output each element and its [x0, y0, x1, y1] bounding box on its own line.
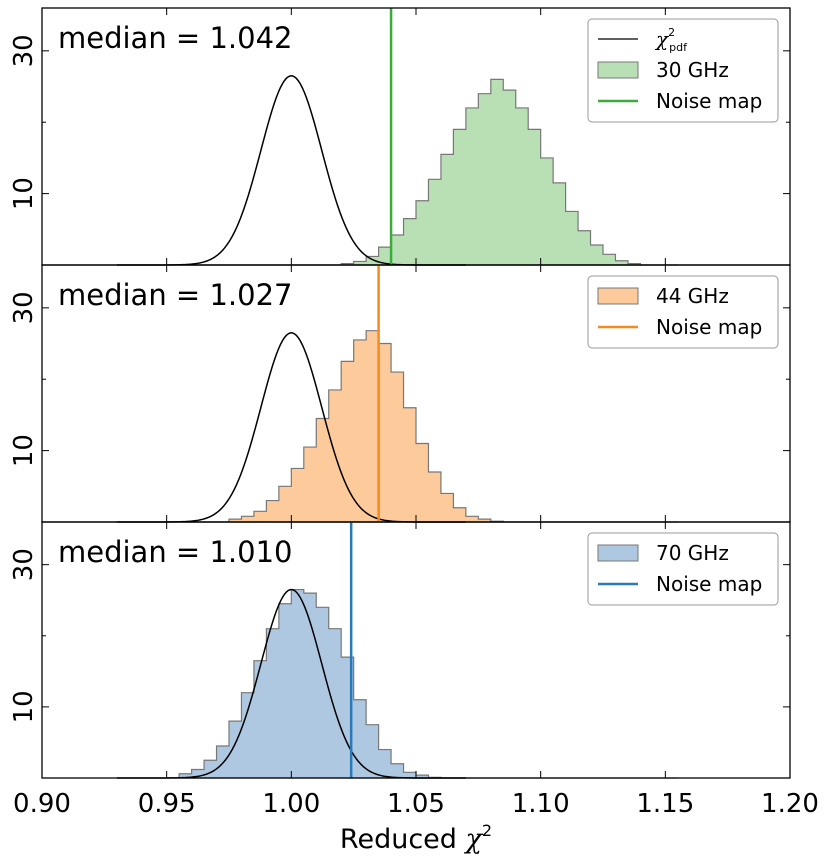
histogram-bars — [178, 588, 678, 779]
median-annotation: median = 1.042 — [58, 21, 292, 55]
legend-hist-swatch — [597, 287, 639, 305]
y-tick-label: 30 — [9, 291, 39, 324]
legend-hist-swatch — [597, 544, 639, 562]
panel-2: 10 30 median = 1.027 44 GHz Noise map — [9, 264, 791, 523]
legend-hist-label: 70 GHz — [656, 541, 729, 565]
legend-chi2-label: χ2 pdf — [654, 26, 688, 54]
median-annotation: median = 1.010 — [58, 535, 292, 569]
panel-1: 10 30 median = 1.042 χ2 pdf 30 GHz Noise map — [9, 7, 791, 266]
y-tick-label: 30 — [9, 548, 39, 581]
legend-hist-label: 30 GHz — [656, 58, 729, 82]
legend-noise-label: Noise map — [656, 572, 762, 596]
x-tick-label: 1.15 — [636, 789, 694, 819]
legend-noise-label: Noise map — [656, 315, 762, 339]
legend-noise-label: Noise map — [656, 89, 762, 113]
legend: 70 GHz Noise map — [587, 532, 779, 606]
y-tick-label: 30 — [9, 34, 39, 67]
x-tick-label: 1.10 — [512, 789, 570, 819]
legend-box — [587, 18, 779, 123]
panel-3: 10 30 median = 1.010 70 GHz Noise map — [9, 521, 791, 779]
histogram-bars — [179, 330, 678, 523]
median-annotation: median = 1.027 — [58, 278, 292, 312]
legend-hist-swatch — [597, 61, 639, 79]
x-tick-label: 1.20 — [761, 789, 819, 819]
legend-hist-label: 44 GHz — [656, 284, 729, 308]
x-axis-title: Reduced χ2 — [340, 821, 492, 855]
legend: χ2 pdf 30 GHz Noise map — [587, 18, 779, 123]
x-tick-label: 0.95 — [138, 789, 196, 819]
x-tick-label: 0.90 — [13, 789, 71, 819]
x-tick-label: 1.05 — [387, 789, 445, 819]
x-tick-label: 1.00 — [262, 789, 320, 819]
legend: 44 GHz Noise map — [587, 275, 779, 349]
y-tick-label: 10 — [9, 690, 39, 723]
y-tick-label: 10 — [9, 434, 39, 467]
y-tick-label: 10 — [9, 177, 39, 210]
